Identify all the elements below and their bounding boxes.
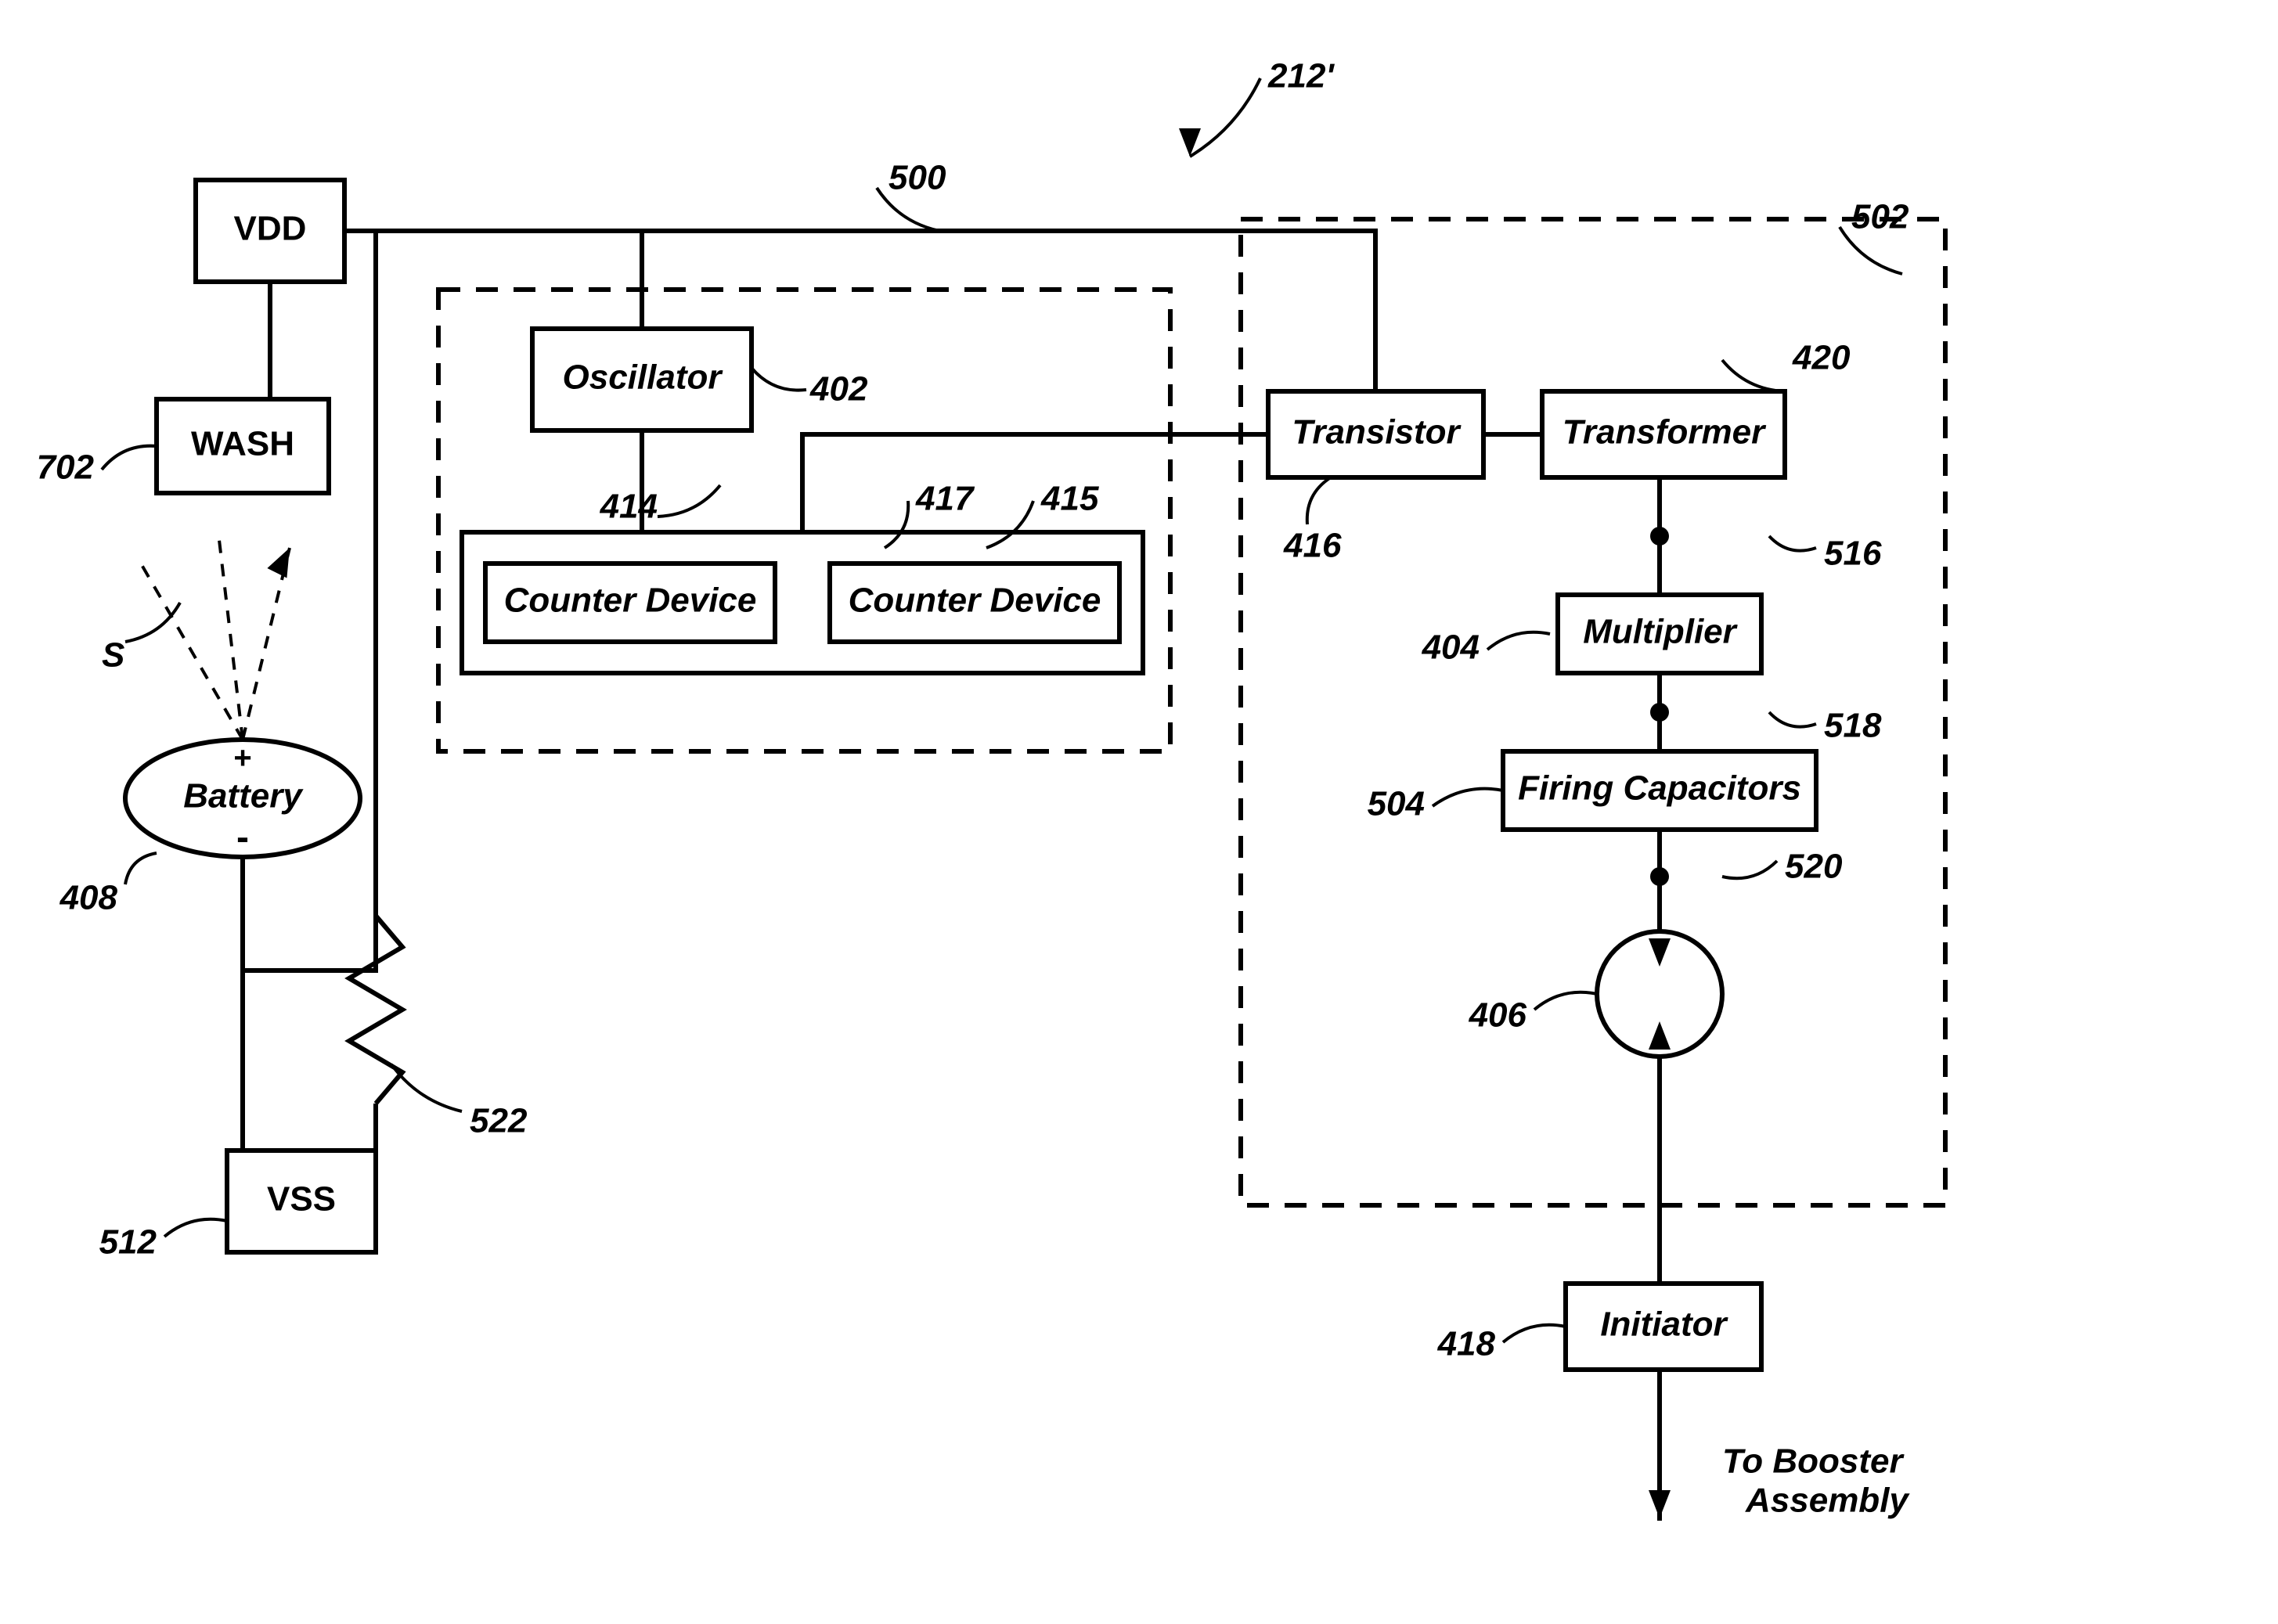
- label-transistor: Transistor: [1292, 413, 1462, 452]
- ref-label: 522: [470, 1102, 528, 1140]
- label-vdd: VDD: [234, 210, 307, 248]
- label-initiator: Initiator: [1600, 1305, 1728, 1344]
- leader: [102, 446, 157, 470]
- ref-label: 402: [809, 370, 868, 409]
- ref-label: 512: [99, 1223, 157, 1262]
- ref-label: 416: [1283, 527, 1342, 565]
- label-firing: Firing Capacitors: [1518, 769, 1801, 808]
- ref-label: 702: [37, 448, 95, 487]
- leader: [1487, 632, 1550, 650]
- switch-dash: [243, 548, 290, 740]
- ref-label: 414: [600, 488, 658, 526]
- leader: [1769, 536, 1816, 551]
- leader: [125, 853, 157, 884]
- arrowhead: [1649, 1490, 1671, 1518]
- junction-dot: [1650, 703, 1669, 722]
- leader: [752, 368, 806, 391]
- ref-label: 212': [1267, 57, 1335, 95]
- arrowhead: [267, 548, 290, 578]
- switch-dash: [141, 564, 243, 740]
- leader: [164, 1219, 227, 1237]
- leader: [1722, 861, 1777, 878]
- label-vss: VSS: [267, 1180, 336, 1219]
- ref-label: 418: [1437, 1325, 1496, 1363]
- circuit-diagram: VDD WASH Oscillator Counter Device Counter D…: [0, 0, 2278, 1624]
- junction-dot: [1650, 867, 1669, 886]
- leader: [658, 485, 720, 517]
- ref-label: 500: [888, 159, 946, 197]
- label-oscillator: Oscillator: [563, 358, 724, 397]
- ref-label: 408: [59, 879, 118, 917]
- booster-label-1: To Booster: [1722, 1442, 1905, 1481]
- wire: [243, 916, 376, 970]
- ref-label: 516: [1824, 535, 1882, 573]
- ref-label: S: [102, 636, 124, 675]
- leader: [125, 603, 180, 642]
- leader: [1722, 360, 1785, 391]
- battery-minus: -: [236, 817, 249, 859]
- label-counter2: Counter Device: [849, 582, 1101, 620]
- label-counter1: Counter Device: [504, 582, 757, 620]
- label-battery: Battery: [183, 777, 304, 816]
- ref-label: 404: [1422, 628, 1480, 667]
- leader: [1769, 712, 1816, 727]
- ref-label: 504: [1368, 785, 1425, 823]
- label-wash: WASH: [191, 425, 294, 463]
- ref-label: 520: [1785, 848, 1843, 886]
- leader: [1534, 992, 1597, 1010]
- battery-plus: +: [233, 741, 251, 776]
- ref-label: 420: [1792, 339, 1851, 377]
- junction-dot: [1650, 527, 1669, 546]
- ref-label: 502: [1851, 198, 1909, 236]
- ref-label: 415: [1040, 480, 1099, 518]
- label-transformer: Transformer: [1563, 413, 1767, 452]
- label-multiplier: Multiplier: [1583, 613, 1738, 651]
- leader: [1503, 1325, 1566, 1342]
- ref-label: 417: [915, 480, 975, 518]
- booster-label-2: Assembly: [1745, 1482, 1910, 1520]
- ref-label: 518: [1824, 707, 1882, 745]
- leader: [1190, 78, 1260, 157]
- ref-label: 406: [1469, 996, 1527, 1035]
- switch-dash: [219, 540, 243, 740]
- leader: [1433, 789, 1503, 806]
- leader: [1307, 477, 1331, 524]
